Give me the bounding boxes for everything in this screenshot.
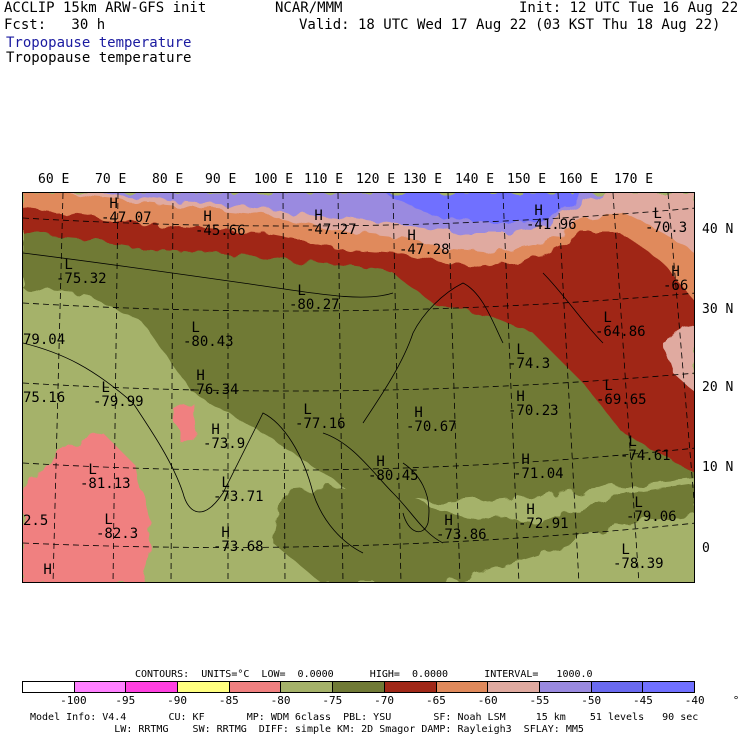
colorbar-tick: -50 [581, 694, 602, 707]
valid-time: Valid: 18 UTC Wed 17 Aug 22 (03 KST Thu … [299, 17, 721, 33]
colorbar-tick: -100 [60, 694, 87, 707]
colorbar-swatch [436, 682, 489, 692]
feature-label: 75.16 [23, 390, 66, 406]
feature-label: L -80.43 [183, 320, 234, 350]
forecast-hour: Fcst: 30 h [4, 17, 106, 33]
colorbar-tick: -80 [270, 694, 291, 707]
lon-label: 70 E [95, 172, 127, 187]
feature-label: H -73.86 [436, 513, 487, 543]
contours-info: CONTOURS: UNITS=°C LOW= 0.0000 HIGH= 0.0… [135, 669, 593, 680]
feature-label: L -80.27 [289, 283, 340, 313]
colorbar-tick: -55 [529, 694, 550, 707]
feature-label: H [43, 562, 52, 578]
lat-label: 10 N [702, 460, 734, 475]
model-info-line2: LW: RRTMG SW: RRTMG DIFF: simple KM: 2D … [30, 724, 584, 735]
lon-label: 130 E [403, 172, 443, 187]
feature-label: L -75.32 [56, 257, 107, 287]
lon-label: 140 E [455, 172, 495, 187]
feature-label: H -47.07 [101, 196, 152, 226]
feature-label: H -80.45 [368, 454, 419, 484]
feature-label: L -79.06 [626, 495, 677, 525]
colorbar-swatch [74, 682, 127, 692]
lat-label: 40 N [702, 222, 734, 237]
feature-label: L -73.71 [213, 475, 264, 505]
lon-label: 100 E [254, 172, 294, 187]
colorbar-swatch [488, 682, 540, 692]
init-time: Init: 12 UTC Tue 16 Aug 22 [519, 0, 739, 16]
lon-label: 150 E [507, 172, 547, 187]
lon-label: 170 E [614, 172, 654, 187]
map-field [23, 193, 694, 582]
feature-label: H -73.68 [213, 525, 264, 555]
feature-label: L -69.65 [596, 378, 647, 408]
colorbar-swatch [178, 682, 230, 692]
feature-label: H -71.04 [513, 452, 564, 482]
colorbar-tick: °C [732, 694, 740, 707]
feature-label: H -70.67 [406, 405, 457, 435]
feature-label: L -77.16 [295, 402, 346, 432]
feature-label: H -76.34 [188, 368, 239, 398]
lon-label: 110 E [304, 172, 344, 187]
feature-label: H -72.91 [518, 502, 569, 532]
feature-label: L -78.39 [613, 542, 664, 572]
lon-label: 120 E [356, 172, 396, 187]
feature-label: L -81.13 [80, 462, 131, 492]
colorbar-swatch [333, 682, 385, 692]
colorbar-swatch [591, 682, 644, 692]
colorbar-tick: -85 [218, 694, 239, 707]
band-dark-red [23, 193, 694, 472]
band-olive-se [273, 483, 694, 582]
field-title: Tropopause temperature [6, 35, 192, 51]
feature-label: H -41.96 [526, 203, 577, 233]
colorbar-swatch [539, 682, 592, 692]
feature-label: L -70.3 [645, 206, 688, 236]
colorbar-tick: -75 [322, 694, 343, 707]
colorbar-tick: -65 [425, 694, 446, 707]
band-pink-sw [23, 433, 153, 582]
colorbar-swatch [643, 682, 694, 692]
feature-label: H -47.28 [399, 228, 450, 258]
feature-label: L -79.99 [93, 380, 144, 410]
colorbar-tick: -90 [167, 694, 187, 707]
field-title-2: Tropopause temperature [6, 50, 192, 66]
lon-label: 90 E [205, 172, 237, 187]
feature-label: H -47.27 [306, 208, 357, 238]
colorbar-swatch [23, 682, 75, 692]
colorbar-tick: -40 [684, 694, 705, 707]
graticule [23, 193, 694, 582]
colorbar-swatch [384, 682, 437, 692]
colorbar-swatch [281, 682, 334, 692]
feature-label: H -73.9 [203, 422, 246, 452]
lon-label: 160 E [559, 172, 599, 187]
feature-label: L -74.3 [508, 342, 551, 372]
feature-label: 2.5 [23, 513, 49, 529]
center-label: NCAR/MMM [275, 0, 343, 16]
feature-label: L -74.61 [620, 434, 671, 464]
lon-label: 60 E [38, 172, 70, 187]
band-blue [383, 193, 583, 223]
band-pink-ne [663, 324, 694, 392]
feature-label: H -66 [663, 264, 689, 294]
feature-label: H -45.66 [195, 209, 246, 239]
feature-label: H -70.23 [508, 389, 559, 419]
colorbar-swatch [229, 682, 282, 692]
colorbar-swatch [126, 682, 179, 692]
colorbar-tick: -95 [115, 694, 136, 707]
feature-label: L -82.3 [96, 512, 139, 542]
lon-label: 80 E [152, 172, 184, 187]
feature-label: 79.04 [23, 332, 66, 348]
feature-label: L -64.86 [595, 310, 646, 340]
model-name: ACCLIP 15km ARW-GFS init [4, 0, 207, 16]
colorbar-tick: -60 [477, 694, 498, 707]
model-info-line1: Model Info: V4.4 CU: KF MP: WDM 6class P… [30, 712, 699, 723]
lat-label: 0 [702, 541, 710, 556]
colorbar-tick: -45 [633, 694, 653, 707]
map-panel: H -47.07 H -45.66 H -47.27 H -47.28 H -4… [22, 192, 695, 583]
colorbar-tick: -70 [374, 694, 395, 707]
band-pink-india [173, 403, 198, 443]
lat-label: 20 N [702, 380, 734, 395]
colorbar [22, 681, 695, 693]
lat-label: 30 N [702, 302, 734, 317]
